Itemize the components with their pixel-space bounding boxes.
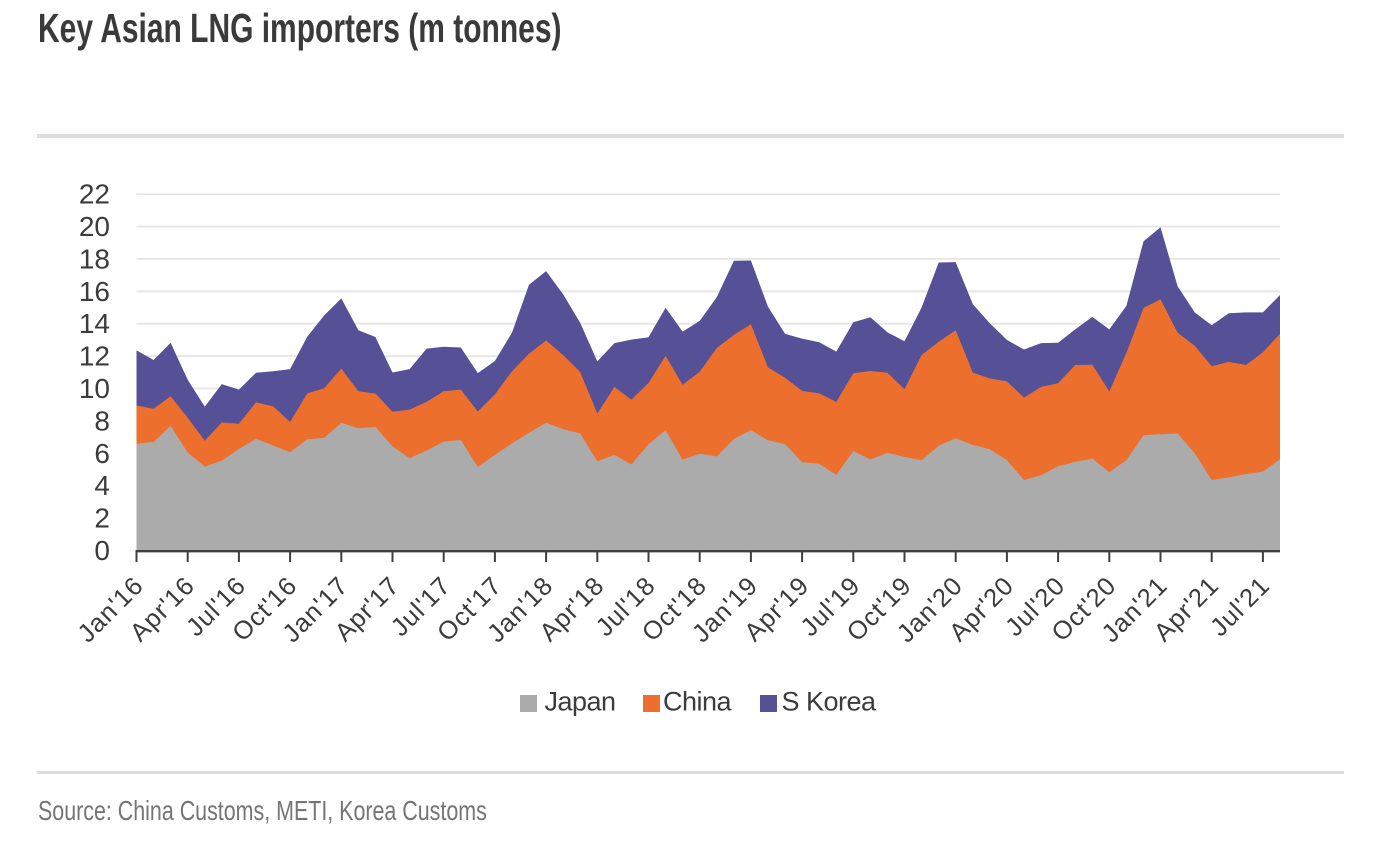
svg-text:16: 16 [79,276,110,307]
svg-text:14: 14 [79,308,110,339]
svg-text:8: 8 [94,405,110,436]
svg-text:22: 22 [79,179,110,210]
svg-text:20: 20 [79,211,110,242]
svg-text:S Korea: S Korea [782,687,878,717]
svg-text:4: 4 [94,470,110,501]
svg-text:10: 10 [79,373,110,404]
svg-text:0: 0 [94,535,110,566]
svg-text:Jul'21: Jul'21 [1205,571,1276,642]
svg-text:12: 12 [79,341,110,372]
svg-text:18: 18 [79,243,110,274]
svg-text:6: 6 [94,438,110,469]
svg-text:China: China [663,687,733,717]
svg-text:Japan: Japan [545,687,616,717]
svg-text:2: 2 [94,503,110,534]
